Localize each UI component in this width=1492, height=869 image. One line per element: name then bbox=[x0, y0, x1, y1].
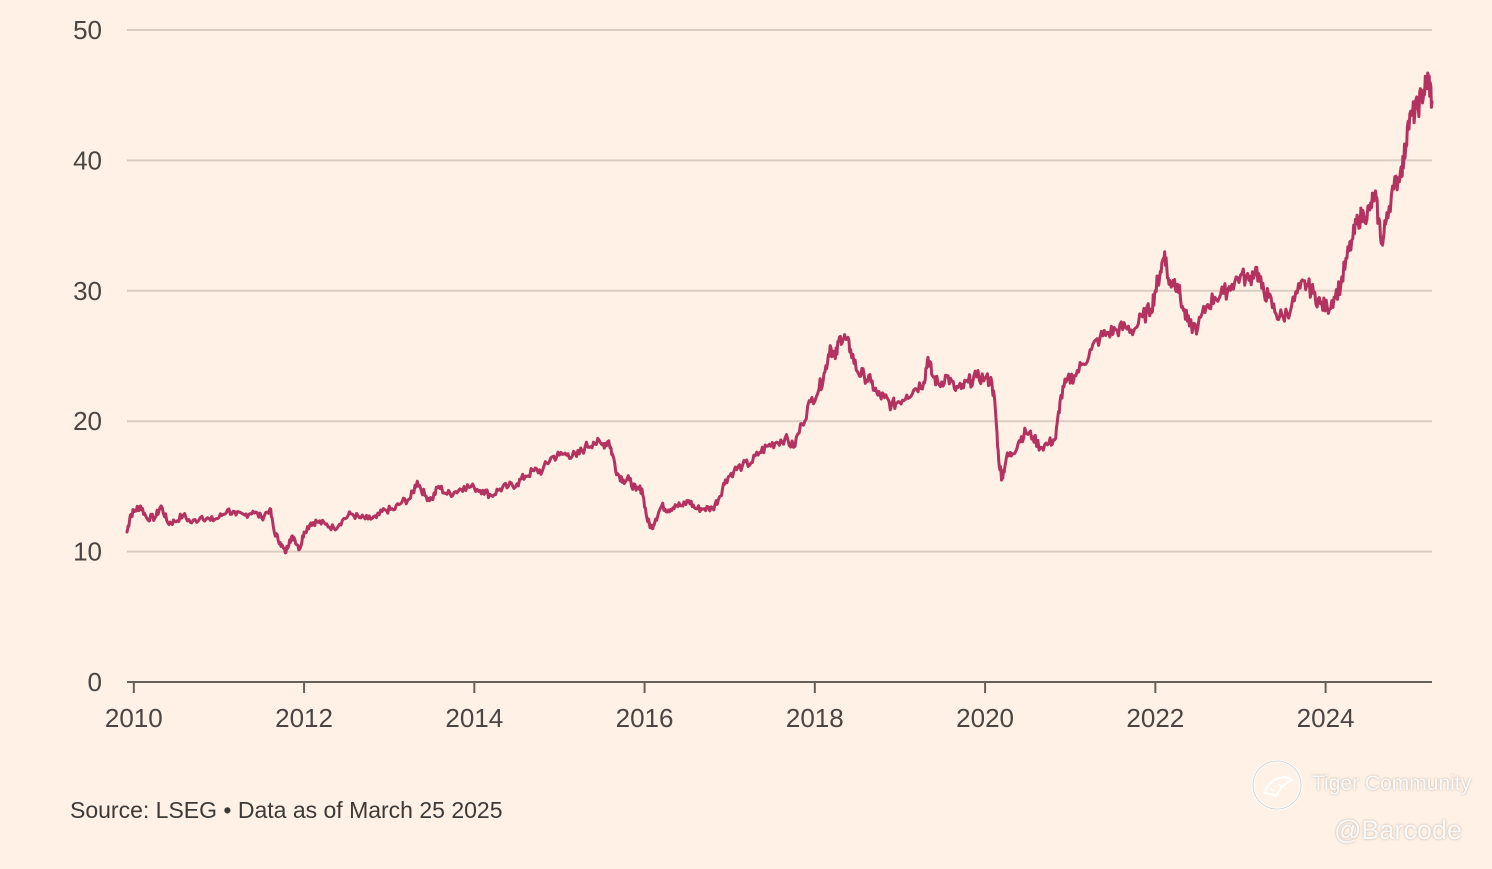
x-tick-label: 2016 bbox=[616, 703, 674, 733]
x-tick-label: 2020 bbox=[956, 703, 1014, 733]
y-tick-label: 20 bbox=[73, 406, 102, 436]
y-tick-label: 40 bbox=[73, 145, 102, 175]
price-line bbox=[125, 71, 1434, 555]
x-tick-label: 2024 bbox=[1297, 703, 1355, 733]
x-tick-label: 2018 bbox=[786, 703, 844, 733]
y-tick-label: 0 bbox=[88, 667, 102, 697]
source-note: Source: LSEG • Data as of March 25 2025 bbox=[70, 797, 503, 823]
y-tick-label: 50 bbox=[73, 15, 102, 45]
x-tick-label: 2010 bbox=[105, 703, 163, 733]
watermark-handle: @Barcode bbox=[1334, 815, 1462, 845]
x-tick-label: 2022 bbox=[1126, 703, 1184, 733]
watermark-brand: Tiger Community bbox=[1312, 772, 1472, 795]
y-axis-ticks: 0 10 20 30 40 50 bbox=[73, 15, 102, 697]
gridlines bbox=[127, 29, 1432, 553]
y-tick-label: 30 bbox=[73, 276, 102, 306]
x-axis: 2010 2012 2014 2016 2018 2020 2022 2024 bbox=[105, 681, 1432, 733]
x-tick-label: 2012 bbox=[275, 703, 333, 733]
series bbox=[125, 71, 1434, 555]
tiger-logo-icon bbox=[1251, 759, 1303, 811]
y-tick-label: 10 bbox=[73, 537, 102, 567]
x-tick-label: 2014 bbox=[445, 703, 503, 733]
